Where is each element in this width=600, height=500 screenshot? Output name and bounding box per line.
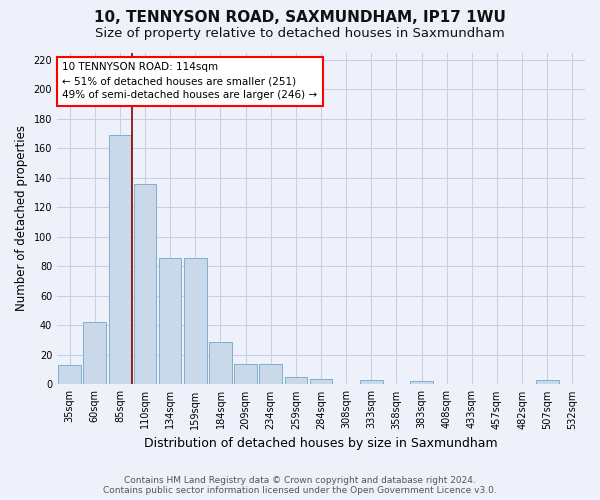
Bar [259, 364, 282, 384]
Bar [209, 342, 232, 384]
Bar [134, 184, 157, 384]
Bar [83, 322, 106, 384]
Bar [109, 135, 131, 384]
Text: 10 TENNYSON ROAD: 114sqm
← 51% of detached houses are smaller (251)
49% of semi-: 10 TENNYSON ROAD: 114sqm ← 51% of detach… [62, 62, 317, 100]
Bar [58, 366, 81, 384]
Bar [234, 364, 257, 384]
Bar [410, 382, 433, 384]
Bar [159, 258, 181, 384]
Text: Contains HM Land Registry data © Crown copyright and database right 2024.
Contai: Contains HM Land Registry data © Crown c… [103, 476, 497, 495]
Text: 10, TENNYSON ROAD, SAXMUNDHAM, IP17 1WU: 10, TENNYSON ROAD, SAXMUNDHAM, IP17 1WU [94, 10, 506, 25]
Bar [184, 258, 206, 384]
Text: Size of property relative to detached houses in Saxmundham: Size of property relative to detached ho… [95, 28, 505, 40]
Y-axis label: Number of detached properties: Number of detached properties [15, 126, 28, 312]
Bar [284, 377, 307, 384]
Bar [536, 380, 559, 384]
Bar [360, 380, 383, 384]
X-axis label: Distribution of detached houses by size in Saxmundham: Distribution of detached houses by size … [144, 437, 498, 450]
Bar [310, 378, 332, 384]
